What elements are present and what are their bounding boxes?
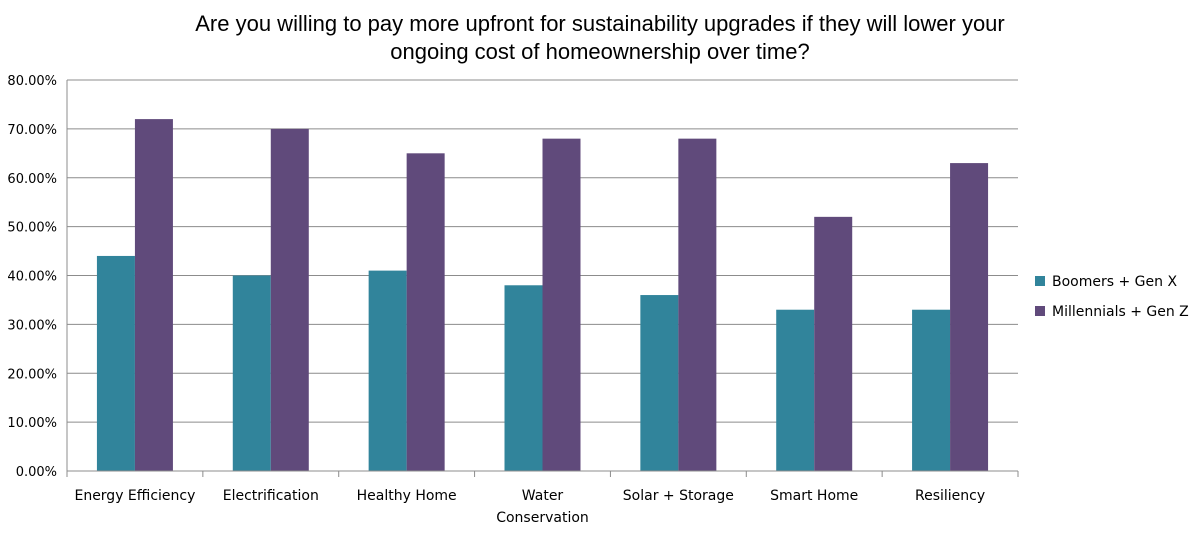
y-tick-label: 60.00% bbox=[7, 172, 57, 187]
bar-millennials-gen-z bbox=[134, 119, 173, 471]
x-category-label: Healthy Home bbox=[357, 488, 457, 504]
chart-title: Are you willing to pay more upfront for … bbox=[195, 11, 1005, 64]
y-axis-tick-labels: 0.00% 10.00% 20.00% 30.00% 40.00% 50.00% 60.00… bbox=[7, 74, 57, 480]
legend-swatch bbox=[1035, 306, 1045, 316]
y-tick-label: 80.00% bbox=[7, 74, 57, 89]
legend-label: Millennials + Gen Z bbox=[1052, 304, 1189, 320]
y-tick-label: 70.00% bbox=[7, 123, 57, 138]
x-category-label: Electrification bbox=[223, 488, 319, 504]
x-category-label: Solar + Storage bbox=[623, 488, 734, 504]
bar-millennials-gen-z bbox=[406, 153, 445, 471]
y-tick-label: 50.00% bbox=[7, 221, 57, 236]
bar-boomers-gen-x bbox=[504, 285, 543, 471]
y-tick-label: 0.00% bbox=[16, 465, 57, 480]
bar-millennials-gen-z bbox=[950, 163, 989, 471]
bar-boomers-gen-x bbox=[232, 275, 271, 471]
bar-millennials-gen-z bbox=[542, 138, 581, 471]
bar-millennials-gen-z bbox=[814, 216, 853, 471]
chart-title-line: ongoing cost of homeownership over time? bbox=[390, 39, 809, 64]
axes bbox=[66, 80, 1019, 477]
y-tick-label: 30.00% bbox=[7, 318, 57, 333]
bar-boomers-gen-x bbox=[368, 270, 407, 471]
bar-boomers-gen-x bbox=[776, 309, 815, 471]
y-tick-label: 40.00% bbox=[7, 270, 57, 285]
legend-swatch bbox=[1035, 276, 1045, 286]
x-category-label: Resiliency bbox=[915, 488, 985, 504]
legend-label: Boomers + Gen X bbox=[1052, 274, 1177, 290]
bar-millennials-gen-z bbox=[270, 128, 309, 471]
bar-millennials-gen-z bbox=[678, 138, 717, 471]
bar-boomers-gen-x bbox=[96, 255, 135, 471]
bars bbox=[96, 119, 989, 471]
bar-boomers-gen-x bbox=[640, 295, 679, 471]
x-category-label: Water bbox=[522, 488, 564, 504]
x-axis-category-labels: Energy Efficiency Electrification Healthy … bbox=[74, 488, 985, 526]
y-tick-label: 20.00% bbox=[7, 367, 57, 382]
bar-boomers-gen-x bbox=[912, 309, 951, 471]
x-category-label: Energy Efficiency bbox=[74, 488, 195, 504]
x-category-label: Conservation bbox=[496, 510, 589, 526]
legend: Boomers + Gen X Millennials + Gen Z bbox=[1035, 274, 1189, 320]
y-tick-label: 10.00% bbox=[7, 416, 57, 431]
x-category-label: Smart Home bbox=[770, 488, 858, 504]
chart-title-line: Are you willing to pay more upfront for … bbox=[195, 11, 1005, 36]
